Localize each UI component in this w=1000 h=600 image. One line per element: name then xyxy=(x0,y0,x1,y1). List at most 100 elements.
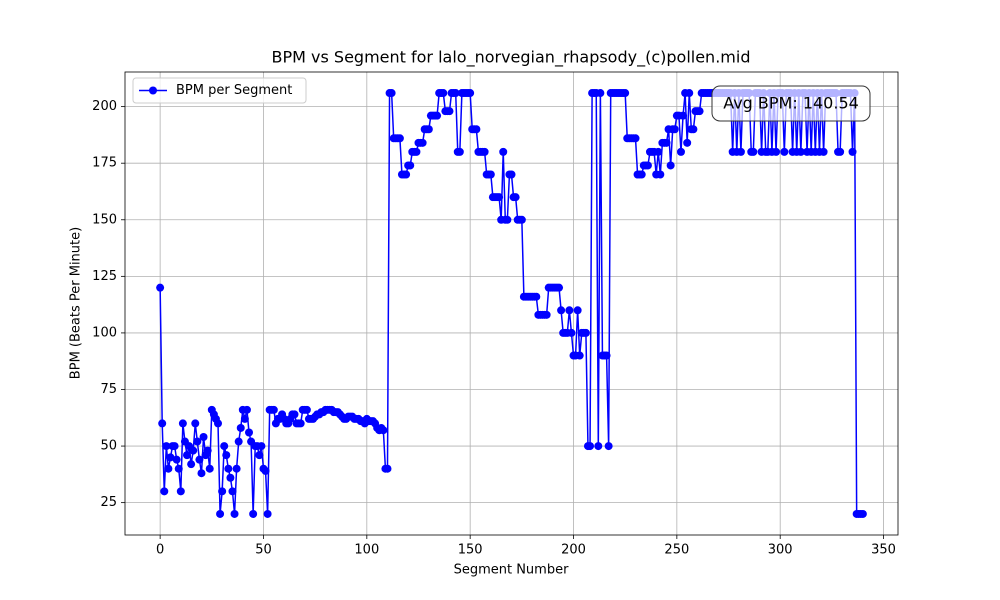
data-point xyxy=(269,405,278,414)
annotation-text: Avg BPM: 140.54 xyxy=(723,94,859,113)
data-point xyxy=(679,111,688,120)
data-point xyxy=(689,125,698,134)
data-point xyxy=(848,147,857,156)
y-tick-label: 150 xyxy=(92,212,117,227)
data-point xyxy=(226,473,235,482)
data-point xyxy=(197,469,206,478)
data-point xyxy=(412,147,421,156)
data-point xyxy=(218,487,227,496)
data-point xyxy=(604,442,613,451)
x-tick-label: 200 xyxy=(561,543,586,558)
data-point xyxy=(156,283,165,292)
data-point xyxy=(836,147,845,156)
data-point xyxy=(445,107,454,116)
axes-frame xyxy=(124,71,899,536)
data-point xyxy=(228,487,237,496)
data-point xyxy=(164,464,173,473)
data-point xyxy=(170,442,179,451)
data-point xyxy=(662,138,671,147)
y-tick-label: 50 xyxy=(100,439,117,454)
data-point xyxy=(402,170,411,179)
data-point xyxy=(780,147,789,156)
data-point xyxy=(567,328,576,337)
data-point xyxy=(193,437,202,446)
data-point xyxy=(240,414,249,423)
data-point xyxy=(379,426,388,435)
legend: BPM per Segment xyxy=(132,77,307,104)
data-point xyxy=(581,328,590,337)
data-point xyxy=(255,451,264,460)
data-point xyxy=(230,509,239,518)
data-point xyxy=(503,215,512,224)
data-point xyxy=(174,464,183,473)
data-point xyxy=(637,170,646,179)
data-point xyxy=(296,419,305,428)
data-point xyxy=(586,442,595,451)
y-axis-label: BPM (Beats Per Minute) xyxy=(69,227,84,379)
data-point xyxy=(261,466,270,475)
data-point xyxy=(858,509,867,518)
data-point xyxy=(439,89,448,98)
data-point xyxy=(406,161,415,170)
data-point xyxy=(495,193,504,202)
annotation: Avg BPM: 140.54 xyxy=(711,85,871,122)
data-point xyxy=(511,193,520,202)
data-point xyxy=(172,455,181,464)
data-point xyxy=(236,423,245,432)
y-tick-label: 100 xyxy=(92,325,117,340)
y-tick-label: 75 xyxy=(100,382,117,397)
data-point xyxy=(575,351,584,360)
data-point xyxy=(631,134,640,143)
data-point xyxy=(695,107,704,116)
data-point xyxy=(749,147,758,156)
data-point xyxy=(249,509,258,518)
data-point xyxy=(433,111,442,120)
data-point xyxy=(214,419,223,428)
legend-box xyxy=(132,77,307,104)
data-point xyxy=(189,446,198,455)
data-point xyxy=(670,125,679,134)
data-point xyxy=(565,306,574,315)
data-point xyxy=(383,464,392,473)
data-point xyxy=(596,89,605,98)
data-point xyxy=(195,455,204,464)
data-point xyxy=(736,147,745,156)
x-tick-label: 250 xyxy=(664,543,689,558)
data-point xyxy=(418,138,427,147)
data-point xyxy=(819,147,828,156)
y-tick-label: 200 xyxy=(92,99,117,114)
data-point xyxy=(302,405,311,414)
x-tick-label: 0 xyxy=(156,543,164,558)
data-point xyxy=(220,442,229,451)
data-point xyxy=(685,89,694,98)
data-point xyxy=(257,442,266,451)
data-point xyxy=(290,410,299,419)
data-point xyxy=(224,464,233,473)
data-point xyxy=(424,125,433,134)
data-point xyxy=(158,419,167,428)
x-tick-label: 50 xyxy=(255,543,272,558)
x-tick-label: 150 xyxy=(458,543,483,558)
data-point xyxy=(772,147,781,156)
data-point xyxy=(466,89,475,98)
x-axis-label: Segment Number xyxy=(454,563,570,578)
data-point xyxy=(176,487,185,496)
data-point xyxy=(542,310,551,319)
data-point xyxy=(517,215,526,224)
data-point xyxy=(245,428,254,437)
data-point xyxy=(242,405,251,414)
data-point xyxy=(643,161,652,170)
data-point xyxy=(594,442,603,451)
data-point xyxy=(621,89,630,98)
data-point xyxy=(557,306,566,315)
chart-title: BPM vs Segment for lalo_norvegian_rhapso… xyxy=(272,48,751,68)
data-point xyxy=(656,170,665,179)
data-point xyxy=(532,292,541,301)
x-tick-label: 350 xyxy=(871,543,896,558)
data-point xyxy=(683,138,692,147)
data-point xyxy=(263,509,272,518)
data-point xyxy=(602,351,611,360)
data-point xyxy=(796,147,805,156)
